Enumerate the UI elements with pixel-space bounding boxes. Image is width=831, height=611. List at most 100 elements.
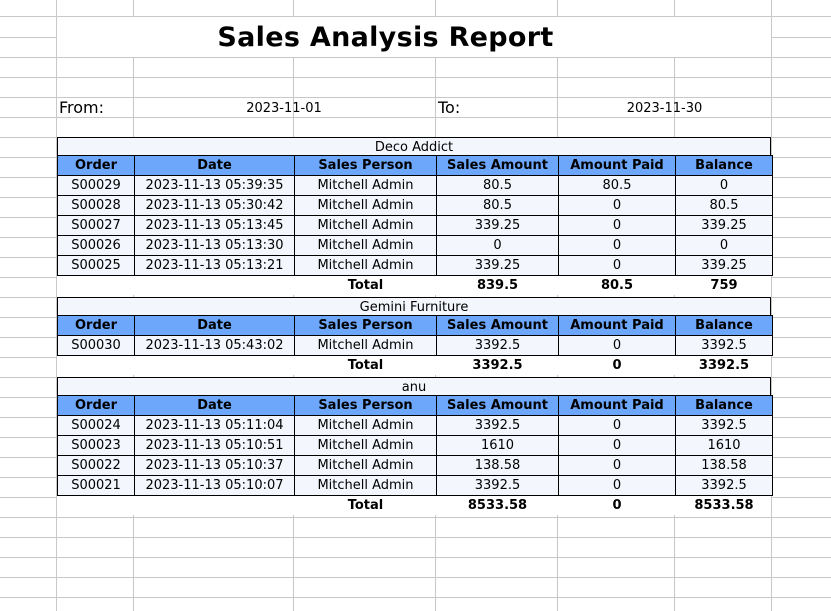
- orders-table: Order Date Sales Person Sales Amount Amo…: [57, 395, 773, 515]
- amount-paid-cell[interactable]: 0: [558, 415, 676, 436]
- date-column-header: Date: [134, 155, 295, 176]
- sales-amount-cell[interactable]: 3392.5: [436, 475, 559, 496]
- order-cell[interactable]: S00030: [57, 335, 135, 356]
- amount-paid-column-header: Amount Paid: [558, 155, 676, 176]
- sales-amount-cell[interactable]: 3392.5: [436, 415, 559, 436]
- order-column-header: Order: [57, 395, 135, 416]
- customer-group: Deco Addict Order Date Sales Person Sale…: [57, 137, 773, 296]
- total-sales-amount[interactable]: 839.5: [476, 278, 519, 293]
- sales-person-cell[interactable]: Mitchell Admin: [294, 435, 437, 456]
- amount-paid-cell[interactable]: 0: [558, 195, 676, 216]
- sales-amount-cell[interactable]: 80.5: [436, 175, 559, 196]
- total-amount-paid[interactable]: 0: [612, 498, 622, 513]
- balance-column-header: Balance: [675, 315, 773, 336]
- group-name: anu: [57, 377, 771, 396]
- customer-group: Gemini Furniture Order Date Sales Person…: [57, 297, 773, 375]
- group-name: Deco Addict: [57, 137, 771, 156]
- balance-cell[interactable]: 3392.5: [675, 415, 773, 436]
- balance-cell[interactable]: 0: [675, 175, 773, 196]
- balance-cell[interactable]: 80.5: [675, 195, 773, 216]
- sales-amount-cell[interactable]: 3392.5: [436, 335, 559, 356]
- date-cell[interactable]: 2023-11-13 05:13:30: [134, 235, 295, 256]
- order-cell[interactable]: S00028: [57, 195, 135, 216]
- sales-person-column-header: Sales Person: [294, 315, 437, 336]
- date-cell[interactable]: 2023-11-13 05:10:51: [134, 435, 295, 456]
- amount-paid-cell[interactable]: 0: [558, 255, 676, 276]
- sales-amount-column-header: Sales Amount: [436, 155, 559, 176]
- sales-person-cell[interactable]: Mitchell Admin: [294, 415, 437, 436]
- balance-column-header: Balance: [675, 155, 773, 176]
- sales-person-cell[interactable]: Mitchell Admin: [294, 175, 437, 196]
- total-balance[interactable]: 8533.58: [694, 498, 754, 513]
- balance-cell[interactable]: 3392.5: [675, 335, 773, 356]
- total-sales-amount[interactable]: 8533.58: [467, 498, 528, 513]
- total-label: Total: [347, 498, 384, 513]
- date-cell[interactable]: 2023-11-13 05:43:02: [134, 335, 295, 356]
- table-row: S00021 2023-11-13 05:10:07 Mitchell Admi…: [57, 475, 773, 496]
- from-date-value[interactable]: 2023-11-01: [246, 101, 322, 116]
- sales-person-cell[interactable]: Mitchell Admin: [294, 255, 437, 276]
- amount-paid-cell[interactable]: 0: [558, 215, 676, 236]
- order-cell[interactable]: S00021: [57, 475, 135, 496]
- date-column-header: Date: [134, 395, 295, 416]
- orders-table: Order Date Sales Person Sales Amount Amo…: [57, 315, 773, 375]
- balance-cell[interactable]: 1610: [675, 435, 773, 456]
- date-cell[interactable]: 2023-11-13 05:10:37: [134, 455, 295, 476]
- total-sales-amount[interactable]: 3392.5: [472, 358, 523, 373]
- total-row: Total 839.5 80.5 759: [58, 276, 773, 296]
- table-row: S00026 2023-11-13 05:13:30 Mitchell Admi…: [57, 235, 773, 256]
- total-label: Total: [347, 358, 384, 373]
- amount-paid-cell[interactable]: 0: [558, 435, 676, 456]
- sales-amount-cell[interactable]: 80.5: [436, 195, 559, 216]
- balance-cell[interactable]: 339.25: [675, 215, 773, 236]
- total-amount-paid[interactable]: 80.5: [600, 278, 634, 293]
- date-cell[interactable]: 2023-11-13 05:11:04: [134, 415, 295, 436]
- date-cell[interactable]: 2023-11-13 05:13:45: [134, 215, 295, 236]
- sales-person-cell[interactable]: Mitchell Admin: [294, 195, 437, 216]
- date-cell[interactable]: 2023-11-13 05:10:07: [134, 475, 295, 496]
- date-cell[interactable]: 2023-11-13 05:30:42: [134, 195, 295, 216]
- total-amount-paid[interactable]: 0: [612, 358, 622, 373]
- balance-column-header: Balance: [675, 395, 773, 416]
- order-cell[interactable]: S00023: [57, 435, 135, 456]
- sales-amount-cell[interactable]: 339.25: [436, 255, 559, 276]
- order-cell[interactable]: S00026: [57, 235, 135, 256]
- order-cell[interactable]: S00025: [57, 255, 135, 276]
- from-label: From:: [59, 98, 105, 117]
- amount-paid-column-header: Amount Paid: [558, 315, 676, 336]
- table-row: S00028 2023-11-13 05:30:42 Mitchell Admi…: [57, 195, 773, 216]
- sales-amount-cell[interactable]: 339.25: [436, 215, 559, 236]
- order-cell[interactable]: S00024: [57, 415, 135, 436]
- sales-amount-cell[interactable]: 0: [436, 235, 559, 256]
- sales-amount-column-header: Sales Amount: [436, 395, 559, 416]
- sales-person-cell[interactable]: Mitchell Admin: [294, 455, 437, 476]
- sales-person-cell[interactable]: Mitchell Admin: [294, 475, 437, 496]
- date-cell[interactable]: 2023-11-13 05:13:21: [134, 255, 295, 276]
- report-title: Sales Analysis Report: [217, 22, 554, 53]
- sales-amount-cell[interactable]: 138.58: [436, 455, 559, 476]
- total-balance[interactable]: 759: [710, 278, 738, 293]
- balance-cell[interactable]: 0: [675, 235, 773, 256]
- amount-paid-column-header: Amount Paid: [558, 395, 676, 416]
- date-cell[interactable]: 2023-11-13 05:39:35: [134, 175, 295, 196]
- amount-paid-cell[interactable]: 0: [558, 335, 676, 356]
- amount-paid-cell[interactable]: 80.5: [558, 175, 676, 196]
- sales-amount-cell[interactable]: 1610: [436, 435, 559, 456]
- balance-cell[interactable]: 3392.5: [675, 475, 773, 496]
- total-row: Total 3392.5 0 3392.5: [58, 356, 773, 376]
- sales-person-cell[interactable]: Mitchell Admin: [294, 215, 437, 236]
- sales-person-cell[interactable]: Mitchell Admin: [294, 235, 437, 256]
- to-date-value[interactable]: 2023-11-30: [626, 101, 703, 116]
- order-cell[interactable]: S00022: [57, 455, 135, 476]
- sales-person-cell[interactable]: Mitchell Admin: [294, 335, 437, 356]
- balance-cell[interactable]: 138.58: [675, 455, 773, 476]
- amount-paid-cell[interactable]: 0: [558, 475, 676, 496]
- order-column-header: Order: [57, 155, 135, 176]
- amount-paid-cell[interactable]: 0: [558, 235, 676, 256]
- total-balance[interactable]: 3392.5: [698, 358, 750, 373]
- order-cell[interactable]: S00029: [57, 175, 135, 196]
- balance-cell[interactable]: 339.25: [675, 255, 773, 276]
- order-cell[interactable]: S00027: [57, 215, 135, 236]
- amount-paid-cell[interactable]: 0: [558, 455, 676, 476]
